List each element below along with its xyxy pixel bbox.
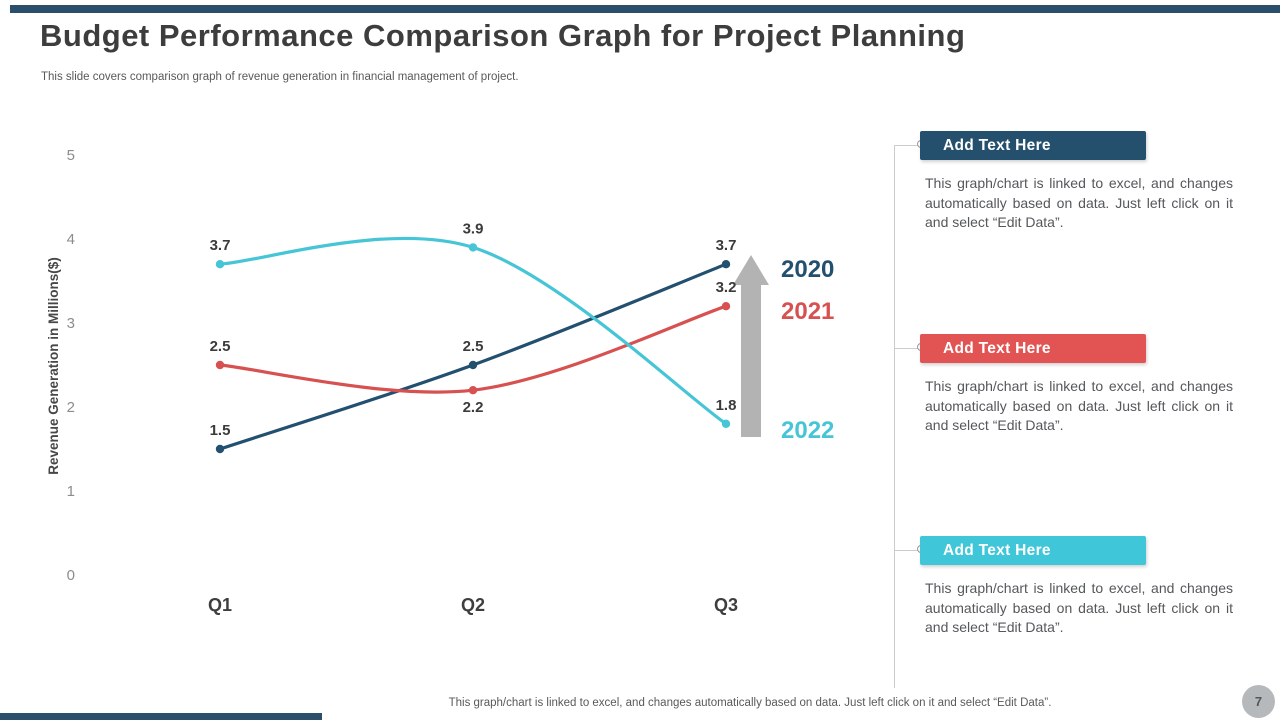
add-text-placeholder-1[interactable]: Add Text Here <box>920 131 1146 160</box>
y-axis-title: Revenue Generation in Millions($) <box>46 257 61 475</box>
connector-stub <box>894 550 918 551</box>
add-text-placeholder-2[interactable]: Add Text Here <box>920 334 1146 363</box>
series-line-2022 <box>218 236 728 426</box>
data-point-2021-Q2 <box>468 386 478 395</box>
x-axis-label: Q1 <box>208 595 232 615</box>
y-tick-label: 1 <box>67 483 75 500</box>
y-tick-label: 4 <box>67 231 75 248</box>
page-number-badge: 7 <box>1242 685 1275 718</box>
data-label: 1.8 <box>716 397 737 414</box>
data-point-2022-Q3 <box>721 419 731 428</box>
add-text-placeholder-3[interactable]: Add Text Here <box>920 536 1146 565</box>
panel-body-1: This graph/chart is linked to excel, and… <box>925 175 1233 230</box>
panel-body-3: This graph/chart is linked to excel, and… <box>925 580 1233 635</box>
y-tick-label: 2 <box>67 399 75 416</box>
data-label: 3.7 <box>210 237 231 254</box>
trend-arrow-up-icon <box>733 255 769 437</box>
data-label: 1.5 <box>210 422 231 439</box>
data-label: 2.2 <box>463 399 484 416</box>
connector-stub <box>894 145 918 146</box>
panel-body-2: This graph/chart is linked to excel, and… <box>925 378 1233 433</box>
data-point-2020-Q2 <box>468 360 478 370</box>
data-label: 2.5 <box>463 338 484 355</box>
slide-subtitle: This slide covers comparison graph of re… <box>41 71 519 83</box>
bottom-accent-bar <box>0 713 322 720</box>
data-point-2021-Q1 <box>215 360 225 370</box>
line-chart[interactable]: 2020 2021 2022 0 1 2 3 4 5 Q1 Q2 Q3 Revenue Gener… <box>0 120 880 660</box>
data-point-2020-Q1 <box>215 444 225 454</box>
data-label: 2.5 <box>210 338 231 355</box>
connector-stub <box>894 348 918 349</box>
data-label: 3.7 <box>716 237 737 254</box>
legend-label-2021: 2021 <box>781 298 834 325</box>
y-tick-label: 3 <box>67 315 75 332</box>
page-title: Budget Performance Comparison Graph for … <box>40 18 966 53</box>
legend-label-2022: 2022 <box>781 417 834 444</box>
data-point-2021-Q3 <box>721 302 731 311</box>
data-point-2020-Q3 <box>721 260 731 269</box>
footer-note: This graph/chart is linked to excel, and… <box>448 697 1052 709</box>
top-accent-bar <box>10 5 1280 13</box>
data-label: 3.2 <box>716 279 737 296</box>
panel-connector-line <box>894 145 895 688</box>
x-axis-label: Q3 <box>714 595 738 615</box>
legend-label-2020: 2020 <box>781 256 834 283</box>
y-tick-label: 0 <box>67 567 75 584</box>
data-point-2022-Q1 <box>215 260 225 269</box>
x-axis-label: Q2 <box>461 595 485 615</box>
data-point-2022-Q2 <box>468 243 478 252</box>
y-tick-label: 5 <box>67 147 75 164</box>
data-label: 3.9 <box>463 220 484 237</box>
series-line-2020 <box>218 262 728 451</box>
